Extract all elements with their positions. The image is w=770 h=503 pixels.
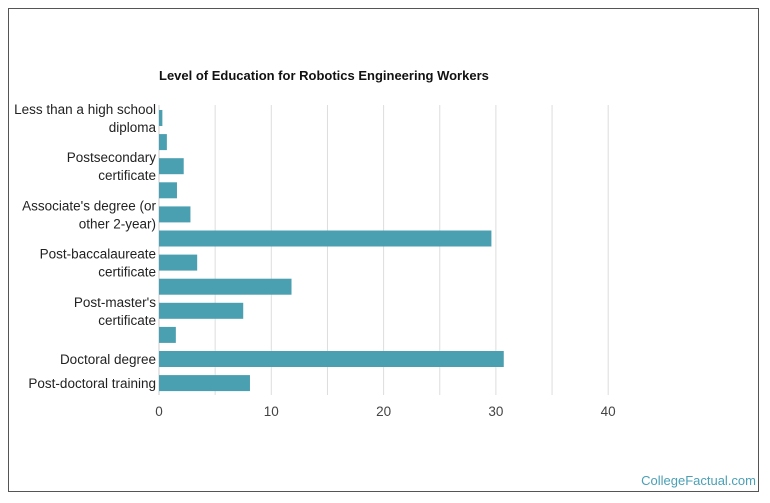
x-tick-label: 30 (488, 404, 503, 419)
bar (159, 302, 244, 319)
bar (159, 351, 504, 367)
bar (159, 278, 292, 295)
bar (159, 326, 176, 343)
bar (159, 158, 184, 175)
chart-title: Level of Education for Robotics Engineer… (159, 68, 489, 83)
bar (159, 110, 163, 126)
bar (159, 134, 167, 151)
category-label: Associate's degree (or (22, 198, 156, 213)
x-tick-label: 10 (264, 404, 279, 419)
x-tick-label: 20 (376, 404, 391, 419)
gridlines (158, 105, 609, 395)
category-label: diploma (109, 120, 157, 135)
category-label: Less than a high school (14, 102, 156, 117)
x-tick-label: 40 (601, 404, 616, 419)
bar (159, 206, 191, 223)
category-label: Post-master's (74, 295, 156, 310)
x-tick-label: 0 (155, 404, 163, 419)
category-label: Post-doctoral training (28, 376, 156, 391)
category-label: Post-baccalaureate (40, 247, 156, 262)
bar (159, 375, 250, 392)
bar (159, 230, 492, 247)
x-axis-ticks: 0 10 20 30 40 (155, 404, 615, 419)
category-labels: Less than a high school diploma Postsecond… (14, 102, 156, 391)
bar (159, 182, 177, 199)
category-label: Doctoral degree (60, 352, 156, 367)
category-label: certificate (98, 265, 156, 280)
category-label: certificate (98, 313, 156, 328)
category-label: certificate (98, 168, 156, 183)
bar (159, 254, 198, 271)
category-label: Postsecondary (67, 150, 157, 165)
source-credit[interactable]: CollegeFactual.com (641, 473, 756, 488)
category-label: other 2-year) (79, 216, 156, 231)
bars (159, 110, 504, 392)
